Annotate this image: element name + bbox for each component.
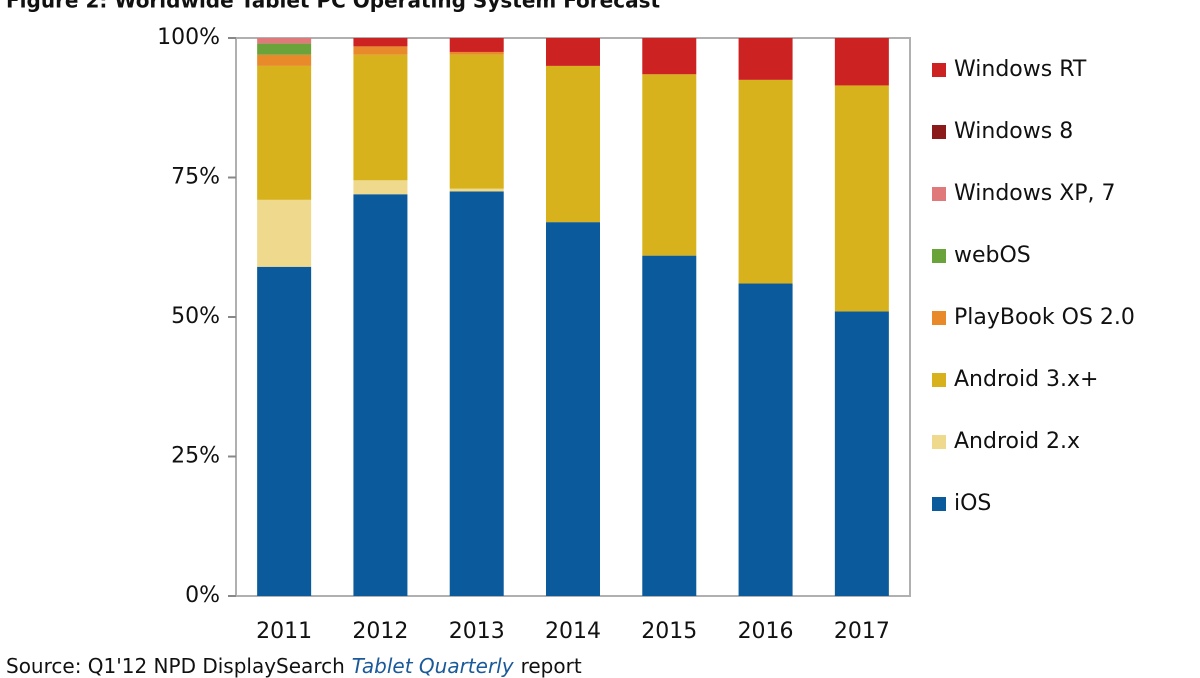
bar-segment	[738, 38, 793, 80]
bar-segment	[546, 38, 600, 66]
x-tick-label: 2017	[834, 619, 890, 644]
bar-segment	[834, 85, 889, 312]
legend-label: Windows RT	[954, 57, 1087, 82]
x-tick-label: 2012	[352, 619, 408, 644]
bar-segment	[449, 38, 504, 52]
source-prefix: Source: Q1'12 NPD DisplaySearch	[6, 654, 345, 678]
bar-segment	[642, 255, 697, 596]
bar-segment	[449, 191, 504, 596]
bar-segment	[449, 188, 504, 192]
legend-swatch	[932, 63, 946, 77]
bar-segment	[257, 43, 312, 55]
source-title: Tablet Quarterly	[351, 654, 514, 678]
bar-segment	[257, 54, 312, 66]
bar-segment	[738, 283, 793, 596]
legend-swatch	[932, 249, 946, 263]
x-tick-label: 2016	[738, 619, 794, 644]
bar-segment	[449, 54, 504, 189]
x-tick-label: 2015	[641, 619, 697, 644]
legend-swatch	[932, 125, 946, 139]
source-suffix: report	[520, 654, 582, 678]
legend-label: iOS	[954, 491, 991, 516]
bar-segment	[738, 79, 793, 284]
legend-label: PlayBook OS 2.0	[954, 305, 1135, 330]
bar-segment	[257, 38, 312, 44]
bar-segment	[834, 38, 889, 86]
legend-swatch	[932, 187, 946, 201]
chart-title: Figure 2: Worldwide Tablet PC Operating …	[6, 0, 660, 13]
legend-label: webOS	[954, 243, 1031, 268]
bar-segment	[642, 38, 697, 75]
bar-segment	[257, 199, 312, 267]
x-tick-label: 2013	[449, 619, 505, 644]
bar-segment	[257, 65, 312, 200]
bar-segment	[353, 194, 408, 597]
source: Source: Q1'12 NPD DisplaySearch Tablet Qu…	[6, 654, 589, 678]
legend-swatch	[932, 435, 946, 449]
y-tick-label: 75%	[171, 165, 220, 190]
x-tick-label: 2011	[256, 619, 312, 644]
legend-swatch	[932, 373, 946, 387]
bar-segment	[353, 46, 408, 55]
legend-label: Windows 8	[954, 119, 1073, 144]
legend-label: Windows XP, 7	[954, 181, 1116, 206]
bar-segment	[449, 51, 504, 55]
bar-segment	[546, 222, 600, 596]
legend-swatch	[932, 311, 946, 325]
y-tick-label: 100%	[157, 25, 220, 50]
bar-segment	[257, 266, 312, 596]
y-tick-label: 50%	[171, 304, 220, 329]
bar-segment	[642, 74, 697, 256]
x-tick-label: 2014	[545, 619, 601, 644]
bar-segment	[353, 38, 408, 47]
legend-label: Android 3.x+	[954, 367, 1099, 392]
bar-segment	[834, 311, 889, 596]
legend-label: Android 2.x	[954, 429, 1080, 454]
bar-segment	[353, 180, 408, 195]
bar-segment	[546, 65, 600, 223]
y-tick-label: 25%	[171, 444, 220, 469]
bar-segment	[353, 54, 408, 181]
y-tick-label: 0%	[185, 583, 220, 608]
legend-swatch	[932, 497, 946, 511]
